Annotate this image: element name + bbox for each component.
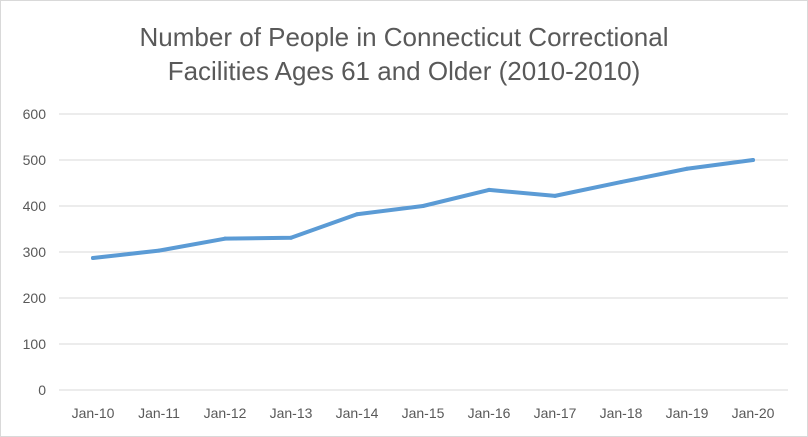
x-tick-label: Jan-18 [600, 405, 643, 421]
x-tick-label: Jan-20 [732, 405, 775, 421]
x-tick-label: Jan-15 [402, 405, 445, 421]
y-tick-label: 200 [23, 290, 47, 306]
data-point-Jan-19 [685, 166, 689, 171]
y-tick-label: 100 [23, 336, 47, 352]
data-point-Jan-12 [223, 236, 227, 241]
x-tick-label: Jan-13 [270, 405, 313, 421]
x-tick-label: Jan-11 [138, 405, 180, 421]
y-tick-label: 600 [23, 106, 47, 122]
y-tick-label: 300 [23, 244, 47, 260]
data-point-Jan-20 [751, 158, 755, 162]
data-point-Jan-17 [553, 193, 557, 198]
chart-title: Number of People in Connecticut Correcti… [1, 20, 807, 88]
data-point-Jan-15 [421, 204, 425, 208]
x-tick-label: Jan-19 [666, 405, 709, 421]
data-point-Jan-11 [157, 248, 161, 253]
x-tick-label: Jan-14 [336, 405, 379, 421]
chart-title-line-2: Facilities Ages 61 and Older (2010-2010) [167, 56, 641, 86]
chart-title-line-1: Number of People in Connecticut Correcti… [139, 22, 669, 52]
data-point-Jan-16 [487, 187, 491, 192]
x-tick-label: Jan-10 [72, 405, 115, 421]
x-tick-label: Jan-17 [534, 405, 577, 421]
data-point-Jan-13 [289, 235, 293, 240]
data-point-Jan-10 [91, 255, 95, 260]
series-line [91, 158, 755, 260]
y-tick-label: 0 [38, 382, 46, 398]
y-tick-label: 400 [23, 198, 47, 214]
y-tick-label: 500 [23, 152, 47, 168]
x-tick-label: Jan-12 [204, 405, 247, 421]
data-point-Jan-18 [619, 180, 623, 185]
data-point-Jan-14 [355, 212, 359, 217]
x-tick-label: Jan-16 [468, 405, 511, 421]
